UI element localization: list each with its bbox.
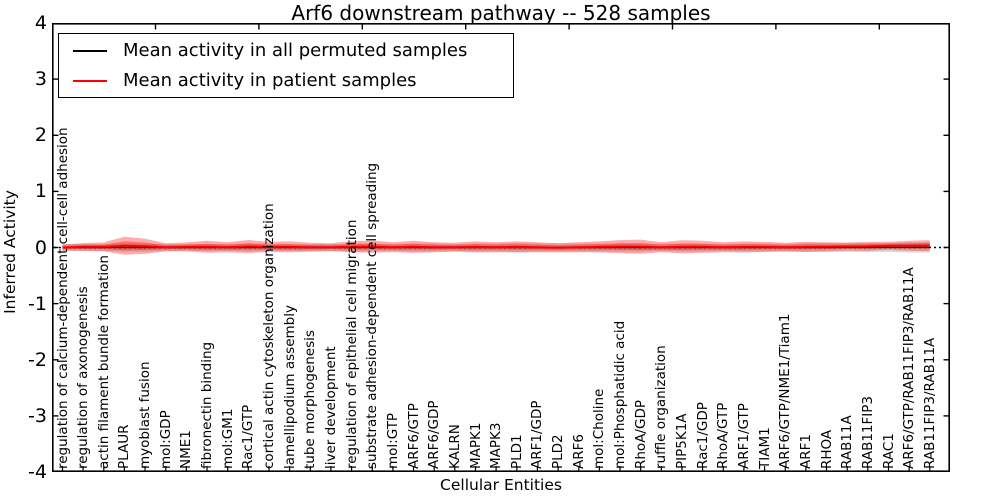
x-tick-label: RAB11A bbox=[839, 415, 856, 469]
chart-title: Arf6 downstream pathway -- 528 samples bbox=[291, 1, 711, 25]
x-tick-label: PLD2 bbox=[550, 434, 567, 469]
x-tick-label: RhoA/GDP bbox=[632, 400, 649, 469]
plot-area: regulation of calcium-dependent cell-cel… bbox=[52, 23, 950, 472]
y-tick-label: 2 bbox=[34, 124, 47, 147]
x-tick-label: MAPK1 bbox=[467, 422, 484, 469]
y-tick-label: -1 bbox=[28, 292, 47, 315]
x-tick-label: KALRN bbox=[446, 424, 463, 469]
x-tick-label: tube morphogenesis bbox=[302, 330, 319, 469]
x-tick-label: cortical actin cytoskeleton organization bbox=[261, 203, 277, 469]
x-tick-label: ARF1/GTP bbox=[735, 403, 752, 469]
x-tick-label: ARF6/GTP/RAB11FIP3/RAB11A bbox=[901, 267, 918, 469]
x-tick-label: NME1 bbox=[178, 430, 195, 469]
x-tick-label: ruffle organization bbox=[653, 345, 670, 469]
x-tick-label: fibronectin binding bbox=[199, 341, 216, 469]
legend-row-permuted: Mean activity in all permuted samples bbox=[73, 39, 513, 63]
x-tick-label: MAPK3 bbox=[488, 422, 505, 469]
x-tick-label: regulation of axonogenesis bbox=[75, 286, 92, 469]
x-tick-label: ARF6 bbox=[570, 434, 587, 469]
y-tick-label: 0 bbox=[34, 236, 47, 259]
x-tick-label: RHOA bbox=[818, 429, 835, 469]
y-tick-label: 1 bbox=[34, 180, 47, 203]
x-tick-label: RAB11FIP3/RAB11A bbox=[921, 337, 938, 469]
y-tick-label: 4 bbox=[34, 12, 47, 34]
x-tick-label: regulation of epithelial cell migration bbox=[343, 219, 360, 469]
x-tick-label: Rac1/GTP bbox=[240, 404, 257, 469]
x-tick-label: PLD1 bbox=[508, 434, 525, 469]
x-tick-label: RAB11FIP3 bbox=[859, 396, 876, 469]
y-tick-label: -2 bbox=[28, 348, 47, 371]
x-tick-label: ARF6/GTP bbox=[405, 403, 422, 469]
legend-line-patient-icon bbox=[73, 79, 107, 82]
legend-label-permuted: Mean activity in all permuted samples bbox=[123, 40, 468, 61]
y-tick-label: -3 bbox=[28, 404, 47, 427]
x-tick-label: substrate adhesion-dependent cell spread… bbox=[364, 162, 381, 469]
x-tick-label: liver development bbox=[322, 346, 339, 469]
x-tick-label: lamellipodium assembly bbox=[281, 305, 298, 469]
legend-row-patient: Mean activity in patient samples bbox=[73, 69, 513, 93]
x-tick-label: RAC1 bbox=[880, 433, 897, 469]
x-tick-label: mol:GTP bbox=[384, 412, 401, 469]
x-tick-label: TIAM1 bbox=[756, 427, 773, 469]
x-tick-label: ARF1/GDP bbox=[529, 400, 546, 469]
x-tick-label: myoblast fusion bbox=[137, 361, 154, 469]
legend-label-patient: Mean activity in patient samples bbox=[123, 70, 417, 91]
x-tick-label: mol:Phosphatidic acid bbox=[612, 320, 629, 469]
x-tick-label: PLAUR bbox=[116, 424, 133, 469]
y-tick-label: -4 bbox=[28, 461, 47, 483]
x-tick-label: ARF6/GDP bbox=[426, 400, 443, 469]
x-tick-label: Rac1/GDP bbox=[694, 402, 711, 469]
x-tick-label: mol:Choline bbox=[591, 388, 608, 469]
legend-line-permuted-icon bbox=[73, 49, 107, 52]
x-tick-label: ARF6/GTP/NME1/Tiam1 bbox=[777, 313, 794, 469]
x-tick-label: RhoA/GTP bbox=[715, 402, 732, 469]
legend: Mean activity in all permuted samples Me… bbox=[58, 33, 514, 98]
x-tick-label: mol:GDP bbox=[157, 410, 174, 469]
y-tick-label: 3 bbox=[34, 68, 47, 91]
x-tick-label: mol:GM1 bbox=[219, 408, 236, 469]
x-tick-label: ARF1 bbox=[797, 434, 814, 469]
x-axis-label: Cellular Entities bbox=[440, 476, 562, 494]
x-tick-label: regulation of calcium-dependent cell-cel… bbox=[54, 127, 71, 469]
x-tick-label: actin filament bundle formation bbox=[95, 255, 112, 469]
x-tick-label: PIP5K1A bbox=[674, 413, 690, 469]
